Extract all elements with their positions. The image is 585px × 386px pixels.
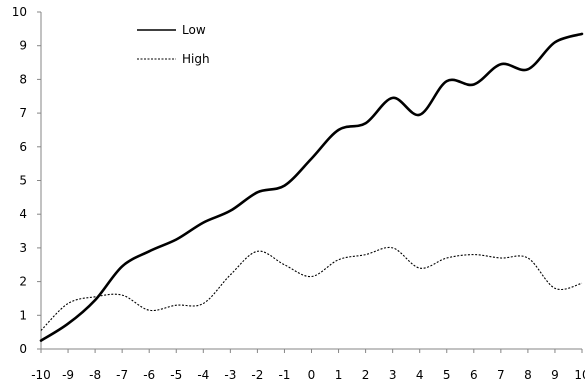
y-tick-label: 5 <box>19 174 27 188</box>
x-axis-ticks: -10-9-8-7-6-5-4-3-2-1012345678910 <box>31 349 585 382</box>
y-tick-label: 7 <box>19 106 27 120</box>
x-tick-label: -4 <box>197 368 209 382</box>
series-line-high <box>40 246 583 331</box>
x-tick-label: 0 <box>308 368 316 382</box>
x-tick-label: -2 <box>251 368 263 382</box>
x-tick-label: -6 <box>143 368 155 382</box>
x-tick-label: -7 <box>116 368 128 382</box>
y-axis-ticks: 0 1 2 3 4 5 6 7 8 9 10 <box>12 5 41 356</box>
y-tick-label: 3 <box>19 241 27 255</box>
x-tick-label: 1 <box>335 368 343 382</box>
y-tick-label: 10 <box>12 5 27 19</box>
legend-label-high: High <box>182 52 210 66</box>
x-tick-label: -3 <box>224 368 236 382</box>
x-tick-label: -1 <box>278 368 290 382</box>
legend-label-low: Low <box>182 23 206 37</box>
x-tick-label: -9 <box>62 368 74 382</box>
axes <box>40 12 582 350</box>
y-tick-label: 4 <box>19 207 27 221</box>
series-group <box>39 32 584 342</box>
y-tick-label: 9 <box>19 39 27 53</box>
x-tick-label: 5 <box>443 368 451 382</box>
y-tick-label: 1 <box>19 308 27 322</box>
x-tick-label: 7 <box>497 368 505 382</box>
x-tick-label: 4 <box>416 368 424 382</box>
x-tick-label: 3 <box>389 368 397 382</box>
legend: Low High <box>137 23 210 66</box>
x-tick-label: -10 <box>31 368 51 382</box>
x-tick-label: 9 <box>551 368 559 382</box>
y-tick-label: 6 <box>19 140 27 154</box>
y-tick-label: 8 <box>19 72 27 86</box>
x-tick-label: -8 <box>89 368 101 382</box>
x-tick-label: 10 <box>574 368 585 382</box>
y-tick-label: 0 <box>19 342 27 356</box>
series-line-low <box>39 32 584 342</box>
x-tick-label: -5 <box>170 368 182 382</box>
x-tick-label: 6 <box>470 368 478 382</box>
y-tick-label: 2 <box>19 275 27 289</box>
x-tick-label: 8 <box>524 368 532 382</box>
x-tick-label: 2 <box>362 368 370 382</box>
